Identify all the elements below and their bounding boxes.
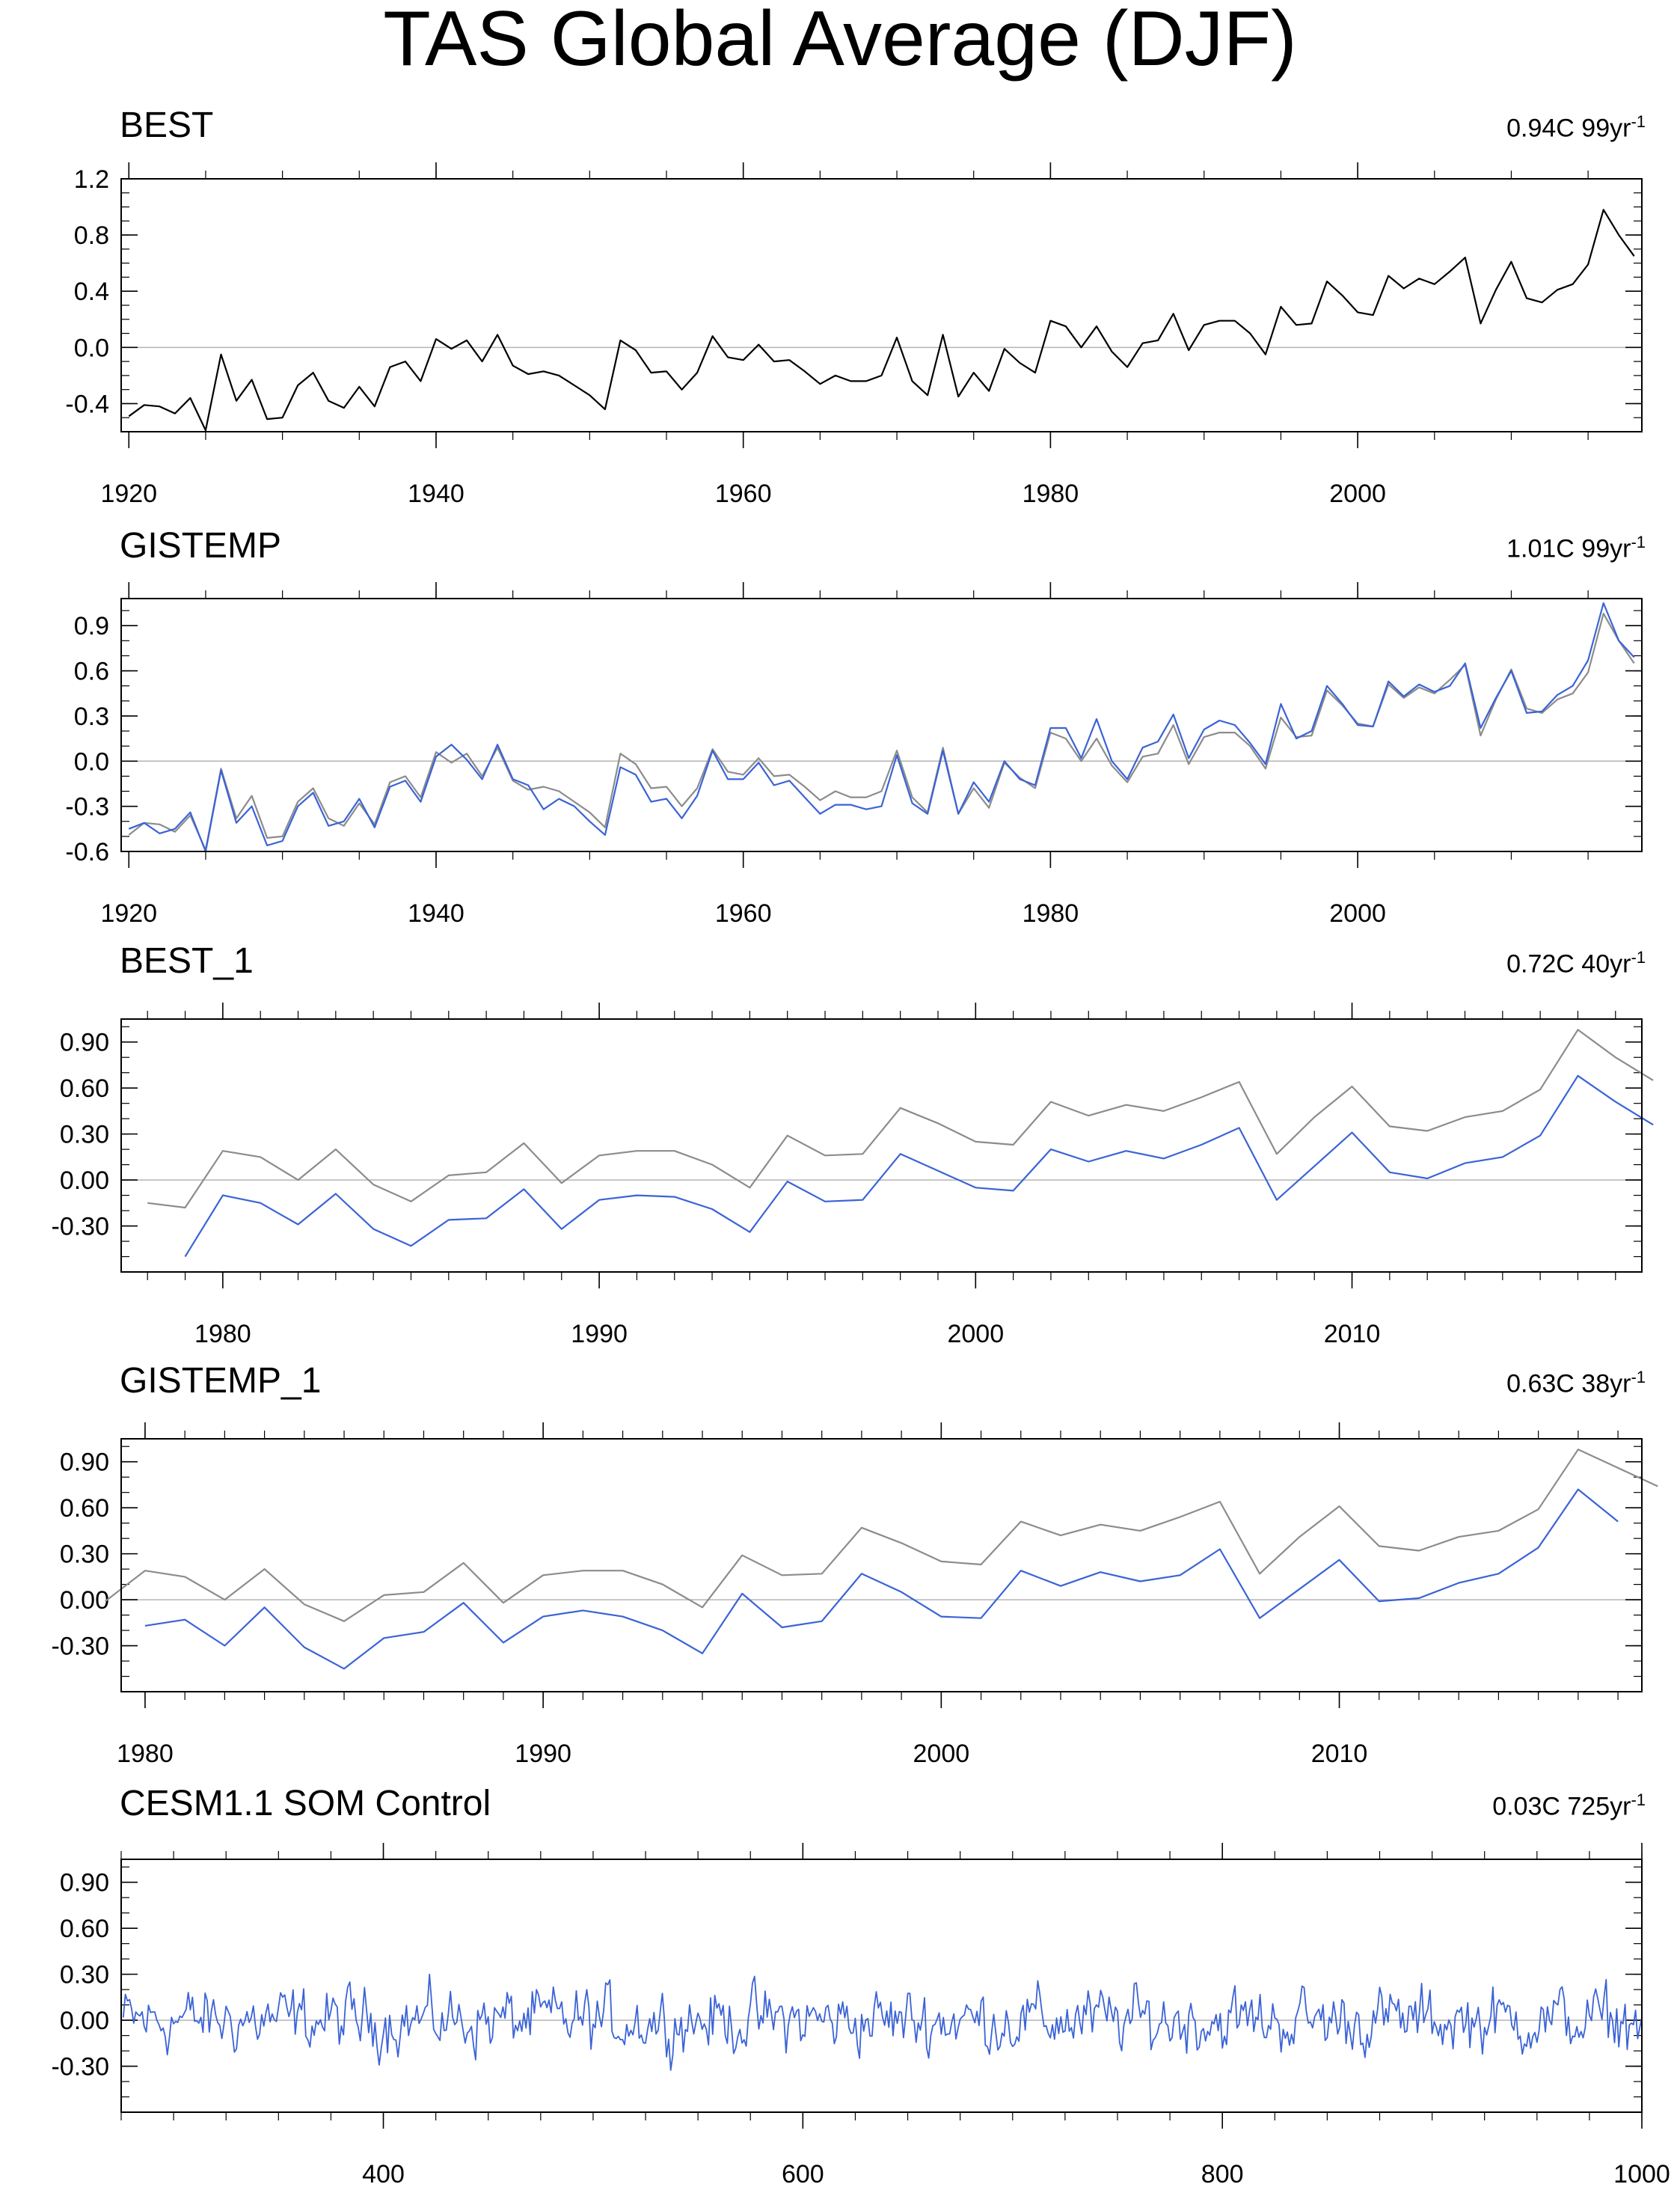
trend-text: 1.01C 99yr xyxy=(1506,534,1631,563)
x-tick-label: 1000 xyxy=(1613,2160,1670,2189)
chart-panel-1: -0.6 -0.3 0.0 0.3 0.6 0.9 1920 1940 1960 1980 2000 xyxy=(65,582,1643,928)
y-tick-label: 0.30 xyxy=(60,1961,109,1989)
series-line-best-1 xyxy=(184,1074,1654,1258)
x-tick-label: 1920 xyxy=(100,899,157,928)
panel-title-gistemp: GISTEMP xyxy=(120,526,282,566)
y-tick-label: 0.90 xyxy=(60,1029,109,1057)
series-line-cesm1-1-som-control xyxy=(122,1973,1643,2071)
y-tick-label: 0.30 xyxy=(60,1541,109,1569)
series-line-gistemp xyxy=(128,602,1635,853)
main-title: TAS Global Average (DJF) xyxy=(383,0,1297,82)
series-line-gistemp-1 xyxy=(144,1488,1619,1670)
y-tick-label: 0.90 xyxy=(60,1869,109,1897)
chart-panel-3: -0.30 0.00 0.30 0.60 0.90 1980 1990 2000 2010 xyxy=(52,1422,1658,1768)
series-line-best xyxy=(128,209,1635,432)
y-tick-label: 0.60 xyxy=(60,1494,109,1523)
x-tick-label: 1990 xyxy=(515,1740,571,1768)
x-tick-label: 2010 xyxy=(1311,1740,1368,1768)
y-tick-label: 0.60 xyxy=(60,1074,109,1103)
x-tick-label: 400 xyxy=(362,2160,405,2189)
y-tick-label: 0.0 xyxy=(74,747,109,776)
trend-exponent: -1 xyxy=(1631,948,1646,967)
trend-label-gistemp-1: 0.63C 38yr-1 xyxy=(1506,1368,1646,1398)
y-tick-label: 0.3 xyxy=(74,703,109,731)
y-tick-label: 0.4 xyxy=(74,278,109,306)
x-tick-label: 1980 xyxy=(1023,899,1079,928)
x-tick-label: 2010 xyxy=(1324,1320,1381,1348)
y-tick-label: 0.90 xyxy=(60,1449,109,1477)
series-line-best xyxy=(147,1029,1654,1209)
panel-title-cesm: CESM1.1 SOM Control xyxy=(120,1784,491,1823)
x-tick-label: 1990 xyxy=(571,1320,628,1348)
y-tick-label: 0.30 xyxy=(60,1121,109,1149)
x-tick-label: 1940 xyxy=(408,899,465,928)
y-tick-label: -0.30 xyxy=(52,1213,110,1241)
chart-panel-2: -0.30 0.00 0.30 0.60 0.90 1980 1990 2000 2010 xyxy=(52,1003,1654,1348)
trend-text: 0.72C 40yr xyxy=(1506,949,1631,979)
series-line-best xyxy=(128,612,1635,851)
chart-panel-4: -0.30 0.00 0.30 0.60 0.90 400 600 800 1000 xyxy=(52,1843,1670,2189)
y-tick-label: -0.6 xyxy=(65,838,109,866)
plot-frame xyxy=(120,1018,1643,1273)
y-tick-label: 0.60 xyxy=(60,1915,109,1943)
trend-exponent: -1 xyxy=(1631,1368,1646,1386)
plot-frame xyxy=(120,1859,1643,2113)
x-tick-label: 800 xyxy=(1201,2160,1244,2189)
x-tick-label: 1940 xyxy=(408,480,465,508)
trend-text: 0.94C 99yr xyxy=(1506,114,1631,143)
plot-frame xyxy=(120,598,1643,852)
series-line-gistemp xyxy=(105,1449,1658,1622)
y-tick-label: 1.2 xyxy=(74,165,109,194)
panel-title-best: BEST xyxy=(120,105,214,145)
trend-exponent: -1 xyxy=(1631,112,1646,131)
trend-exponent: -1 xyxy=(1631,1790,1646,1809)
trend-text: 0.03C 725yr xyxy=(1492,1792,1631,1821)
y-tick-label: -0.30 xyxy=(52,2053,110,2082)
y-tick-label: 0.00 xyxy=(60,2007,109,2035)
x-tick-label: 600 xyxy=(782,2160,824,2189)
y-tick-label: 0.0 xyxy=(74,334,109,362)
panel-title-best-1: BEST_1 xyxy=(120,941,254,981)
x-tick-label: 1980 xyxy=(1023,480,1079,508)
y-tick-label: 0.6 xyxy=(74,658,109,686)
trend-label-best-1: 0.72C 40yr-1 xyxy=(1506,948,1646,979)
y-tick-label: -0.4 xyxy=(65,390,109,418)
y-tick-label: 0.8 xyxy=(74,221,109,250)
x-tick-label: 1980 xyxy=(117,1740,174,1768)
trend-text: 0.63C 38yr xyxy=(1506,1369,1631,1398)
trend-label-best: 0.94C 99yr-1 xyxy=(1506,112,1646,143)
x-tick-label: 1960 xyxy=(715,480,772,508)
x-tick-label: 1920 xyxy=(100,480,157,508)
trend-exponent: -1 xyxy=(1631,533,1646,551)
x-tick-label: 2000 xyxy=(1329,899,1386,928)
y-tick-label: 0.00 xyxy=(60,1166,109,1195)
x-tick-label: 2000 xyxy=(947,1320,1004,1348)
chart-panel-0: -0.4 0.0 0.4 0.8 1.2 1920 1940 1960 1980 2000 xyxy=(65,162,1643,508)
x-tick-label: 1960 xyxy=(715,899,772,928)
y-tick-label: 0.00 xyxy=(60,1586,109,1615)
plot-frame xyxy=(120,178,1643,432)
panel-title-gistemp-1: GISTEMP_1 xyxy=(120,1361,322,1401)
x-tick-label: 2000 xyxy=(913,1740,970,1768)
y-tick-label: 0.9 xyxy=(74,612,109,640)
trend-label-gistemp: 1.01C 99yr-1 xyxy=(1506,533,1646,563)
trend-label-cesm: 0.03C 725yr-1 xyxy=(1492,1790,1646,1821)
x-tick-label: 1980 xyxy=(194,1320,251,1348)
x-tick-label: 2000 xyxy=(1329,480,1386,508)
plot-frame xyxy=(120,1438,1643,1692)
y-tick-label: -0.3 xyxy=(65,793,109,822)
y-tick-label: -0.30 xyxy=(52,1633,110,1661)
